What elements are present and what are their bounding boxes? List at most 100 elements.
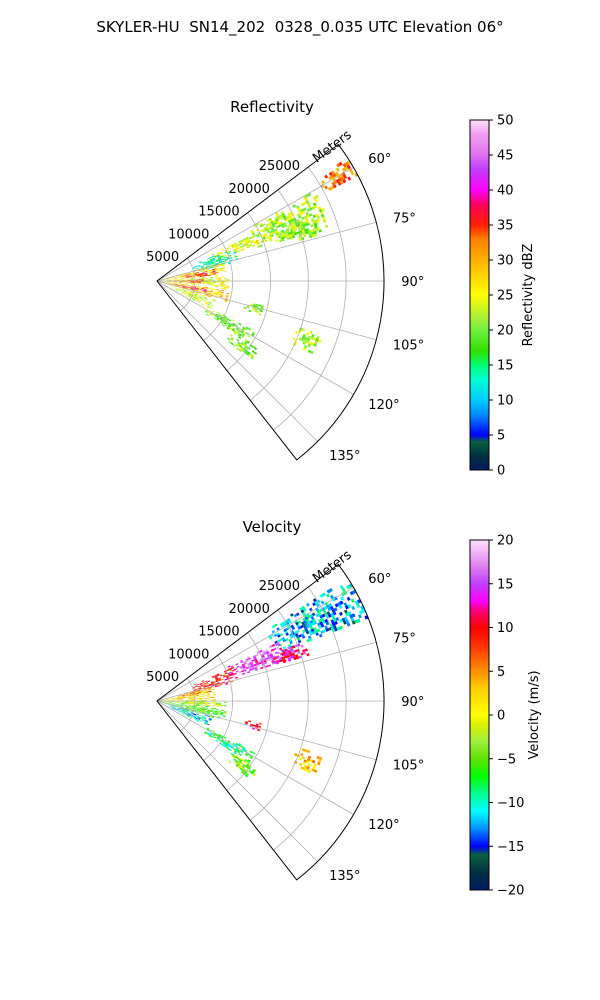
echo-gate: [178, 289, 182, 292]
echo-gate: [246, 237, 250, 241]
echo-gate: [220, 293, 224, 296]
echo-gate: [214, 713, 218, 716]
echo-gate: [228, 323, 232, 327]
echo-gate: [214, 736, 218, 739]
echo-gate: [219, 318, 223, 321]
echo-region: [192, 666, 238, 692]
echo-gate: [169, 703, 173, 705]
echo-gate: [304, 228, 308, 232]
echo-gate: [351, 613, 356, 618]
echo-gate: [325, 621, 330, 626]
echo-gate: [227, 740, 231, 743]
echo-gate: [171, 277, 175, 278]
echo-gate: [321, 613, 326, 618]
echo-gate: [278, 657, 283, 661]
echo-gate: [174, 278, 178, 280]
echo-gate: [308, 607, 313, 612]
echo-gate: [221, 258, 225, 261]
echo-gate: [313, 621, 317, 625]
echo-gate: [161, 279, 164, 281]
echo-gate: [215, 709, 219, 711]
echo-gate: [202, 262, 206, 265]
figure-title: SKYLER-HU SN14_202 0328_0.035 UTC Elevat…: [96, 18, 503, 37]
echo-gate: [242, 343, 247, 347]
echo-gate: [208, 263, 212, 266]
echo-gate: [209, 710, 213, 713]
echo-gate: [274, 211, 279, 215]
echo-gate: [177, 704, 181, 706]
echo-gate: [234, 324, 238, 327]
echo-gate: [183, 704, 187, 706]
echo-gate: [185, 275, 189, 277]
echo-gate: [170, 706, 173, 708]
echo-gate: [186, 292, 190, 294]
echo-gate: [222, 715, 226, 718]
echo-gate: [221, 255, 225, 258]
echo-gate: [309, 758, 313, 763]
echo-gate: [179, 275, 183, 276]
echo-gate: [206, 715, 210, 717]
echo-gate: [222, 264, 225, 267]
echo-gate: [271, 630, 276, 634]
echo-region: [161, 698, 227, 707]
echo-gate: [210, 279, 213, 281]
echo-gate: [188, 703, 192, 705]
echo-gate: [187, 693, 191, 695]
echo-gate: [275, 656, 279, 660]
echo-gate: [256, 234, 261, 238]
echo-gate: [177, 697, 181, 698]
echo-gate: [208, 688, 212, 690]
echo-gate: [193, 689, 197, 691]
echo-gate: [210, 697, 213, 699]
echo-gate: [180, 703, 183, 704]
echo-gate: [172, 282, 175, 283]
echo-gate: [246, 772, 250, 776]
echo-gate: [233, 751, 237, 755]
echo-gate: [261, 305, 265, 308]
echo-gate: [203, 717, 207, 720]
echo-gate: [196, 708, 200, 710]
echo-gate: [326, 589, 331, 594]
echo-gate: [232, 343, 236, 347]
echo-gate: [238, 344, 242, 348]
echo-gate: [240, 346, 245, 350]
range-tick-label: 25000: [259, 159, 300, 174]
echo-gate: [196, 694, 200, 696]
echo-gate: [291, 650, 295, 654]
echo-gate: [347, 160, 352, 165]
echo-gate: [177, 705, 181, 707]
echo-gate: [239, 343, 243, 347]
echo-gate: [226, 327, 230, 330]
echo-gate: [223, 254, 227, 257]
echo-gate: [255, 653, 259, 657]
echo-gate: [281, 624, 285, 628]
echo-gate: [185, 694, 188, 696]
echo-gate: [180, 708, 184, 710]
echo-gate: [218, 679, 222, 682]
echo-gate: [247, 762, 251, 766]
echo-gate: [200, 265, 204, 268]
echo-gate: [207, 710, 211, 712]
echo-gate: [206, 305, 210, 308]
echo-gate: [202, 261, 205, 264]
echo-gate: [316, 761, 321, 766]
echo-gate: [237, 750, 241, 754]
echo-gate: [235, 756, 239, 759]
echo-gate: [205, 309, 209, 313]
echo-gate: [199, 294, 203, 296]
echo-gate: [324, 625, 328, 630]
echo-gate: [225, 295, 229, 298]
echo-gate: [259, 224, 264, 228]
echo-gate: [223, 740, 227, 744]
echo-gate: [276, 651, 281, 655]
echo-gate: [204, 274, 208, 276]
echo-gate: [204, 278, 208, 280]
echo-gate: [203, 690, 207, 692]
echo-gate: [236, 343, 240, 347]
echo-gate: [311, 334, 315, 338]
echo-gate: [229, 669, 233, 672]
echo-gate: [202, 681, 205, 684]
echo-gate: [195, 691, 199, 693]
echo-gate: [357, 599, 362, 604]
echo-gate: [199, 702, 203, 704]
